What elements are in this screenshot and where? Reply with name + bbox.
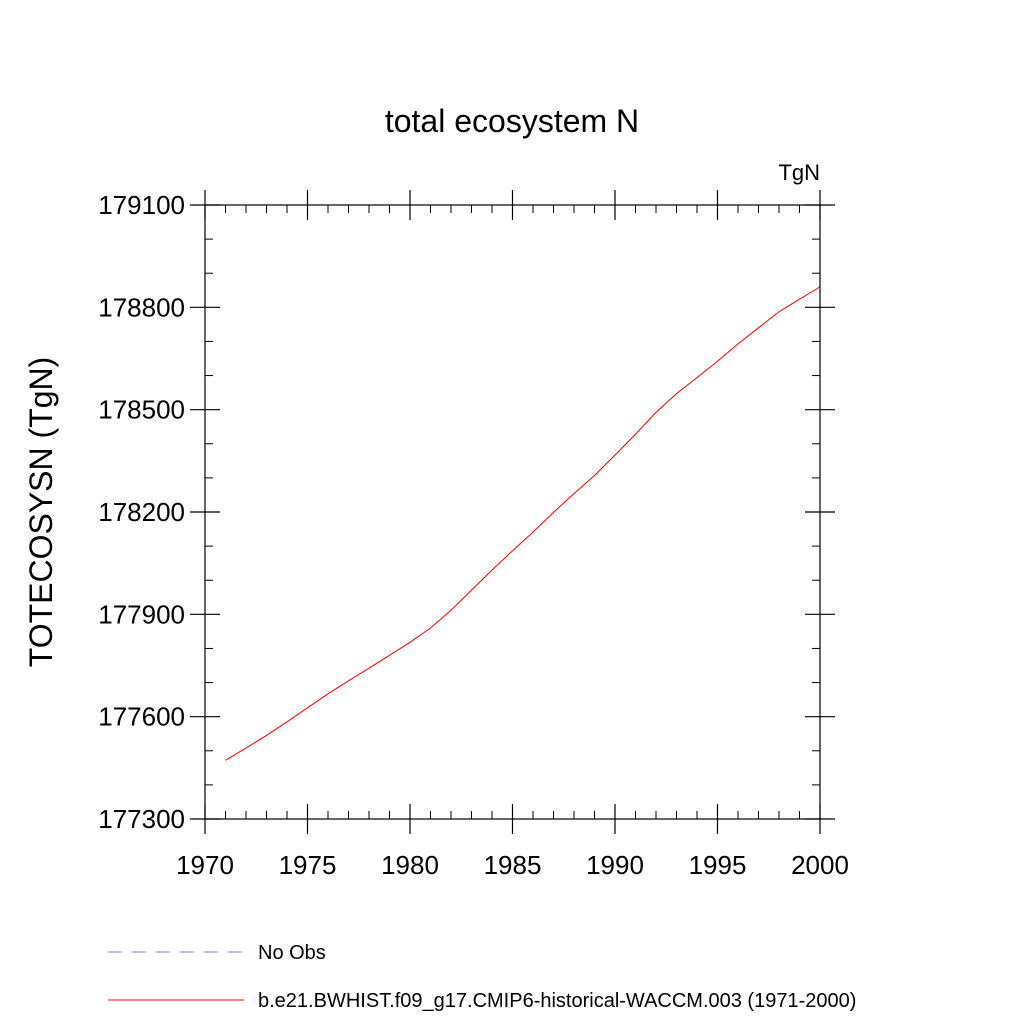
legend: No Obs b.e21.BWHIST.f09_g17.CMIP6-histori… <box>108 942 856 1012</box>
x-tick-label: 1995 <box>689 850 747 880</box>
chart-title: total ecosystem N <box>385 103 639 139</box>
x-tick-label: 1980 <box>381 850 439 880</box>
y-tick-label: 178500 <box>98 395 185 425</box>
x-tick-label: 1975 <box>279 850 337 880</box>
series-line <box>225 286 821 761</box>
legend-label: b.e21.BWHIST.f09_g17.CMIP6-historical-WA… <box>258 990 856 1012</box>
y-tick-label: 177300 <box>98 804 185 834</box>
y-tick-label: 178200 <box>98 497 185 527</box>
y-tick-label: 177600 <box>98 702 185 732</box>
x-tick-label: 1985 <box>484 850 542 880</box>
series-layer <box>225 286 821 761</box>
x-tick-label: 2000 <box>791 850 849 880</box>
plot-frame <box>204 204 821 820</box>
x-tick-label: 1990 <box>586 850 644 880</box>
y-tick-label: 177900 <box>98 599 185 629</box>
y-tick-label: 179100 <box>98 190 185 220</box>
units-label: TgN <box>778 160 820 185</box>
y-axis-label: TOTECOSYSN (TgN) <box>23 357 59 668</box>
axes: 1970 1975 1980 1985 1990 1995 2000 177300 177600… <box>98 190 849 880</box>
legend-label: No Obs <box>258 942 326 964</box>
y-tick-label: 178800 <box>98 292 185 322</box>
x-tick-label: 1970 <box>176 850 234 880</box>
